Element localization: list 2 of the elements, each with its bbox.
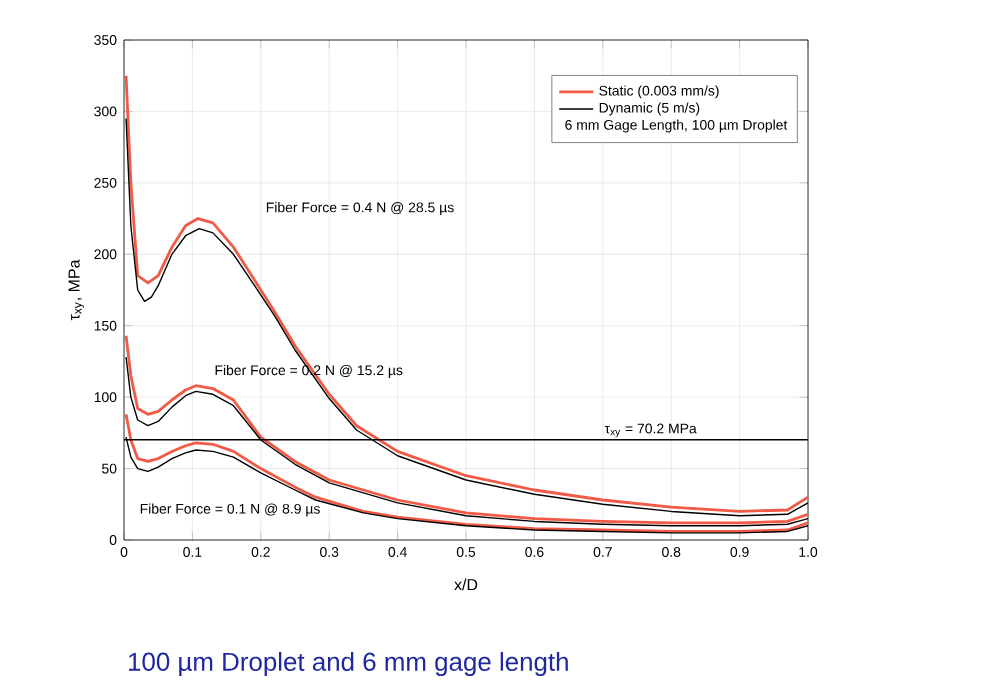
line-series [124, 412, 809, 533]
text: 100 µm Droplet and 6 mm gage length [129, 651, 568, 677]
